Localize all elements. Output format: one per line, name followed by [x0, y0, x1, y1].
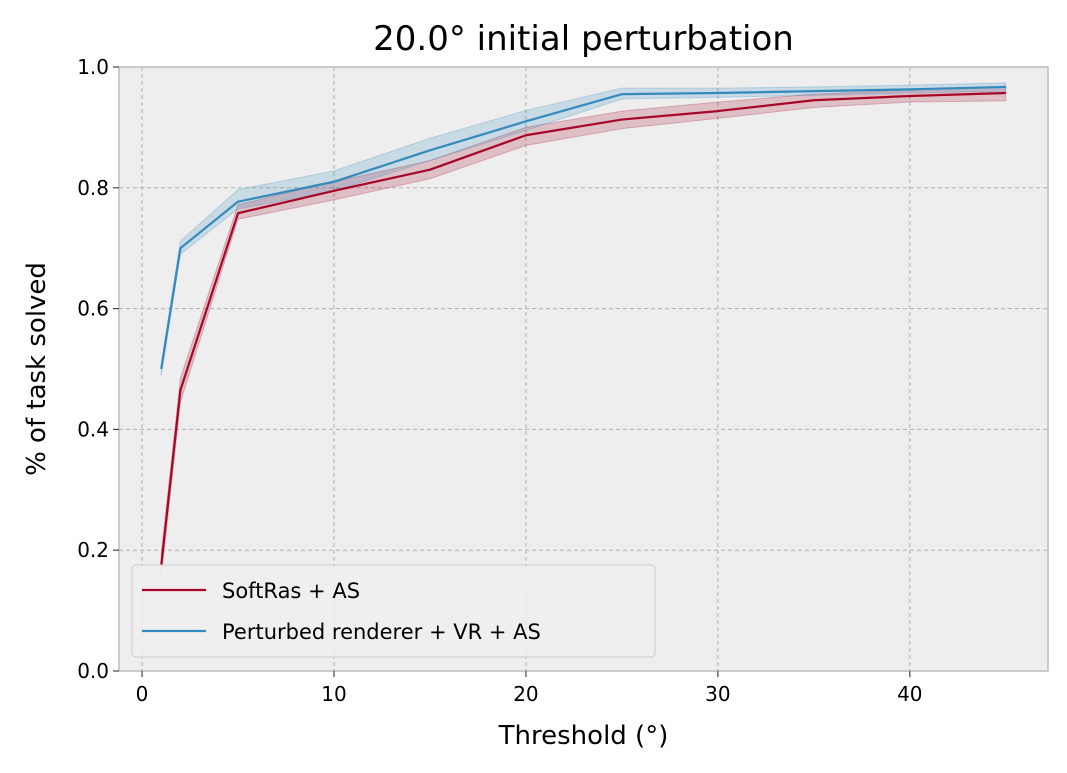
x-tick-label: 0 — [136, 682, 149, 706]
series-0-band — [160, 85, 1007, 578]
plot-border — [118, 66, 1049, 672]
confidence-bands — [160, 82, 1007, 578]
legend-box — [131, 564, 656, 658]
legend: SoftRas + AS Perturbed renderer + VR + AS — [131, 564, 656, 658]
series-0-line — [160, 91, 1006, 566]
series-1-line — [160, 85, 1006, 370]
x-tick-label: 40 — [897, 682, 922, 706]
x-axis-label: Threshold (°) — [498, 721, 669, 751]
series-1-band — [160, 82, 1007, 377]
y-axis-label: % of task solved — [22, 262, 52, 476]
x-tick-label: 20 — [513, 682, 538, 706]
chart-title: 20.0° initial perturbation — [373, 19, 794, 59]
y-tick-label: 1.0 — [77, 55, 109, 79]
series-lines — [160, 85, 1006, 566]
y-tick-label: 0.6 — [77, 297, 109, 321]
legend-label-1: Perturbed renderer + VR + AS — [222, 620, 541, 644]
axis-ticks: 0 10 20 30 40 0.0 0.2 0.4 0.6 0.8 1.0 — [77, 55, 922, 706]
y-tick-label: 0.2 — [77, 538, 109, 562]
y-tick-label: 0.4 — [77, 417, 109, 441]
x-tick-label: 10 — [321, 682, 346, 706]
x-tick-label: 30 — [705, 682, 730, 706]
legend-label-0: SoftRas + AS — [222, 579, 360, 603]
y-tick-label: 0.0 — [77, 659, 109, 683]
y-tick-label: 0.8 — [77, 176, 109, 200]
